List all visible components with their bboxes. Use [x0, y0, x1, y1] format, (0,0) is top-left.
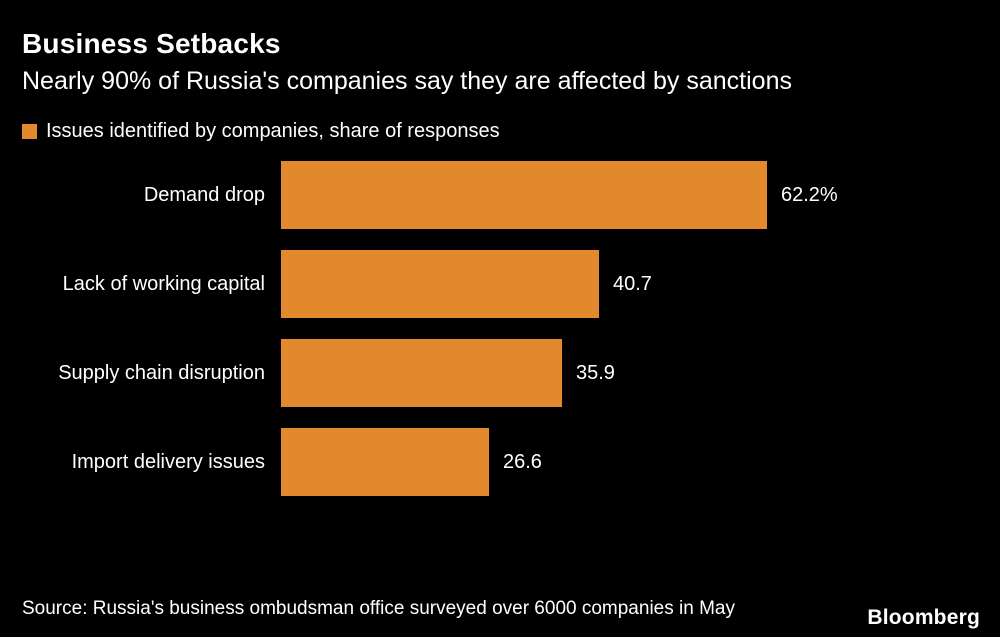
- legend-label: Issues identified by companies, share of…: [46, 120, 500, 142]
- bar-row: Lack of working capital 40.7: [22, 250, 978, 318]
- bar-track: 26.6: [281, 428, 978, 496]
- value-label: 62.2%: [781, 183, 838, 206]
- bloomberg-logo: Bloomberg: [867, 606, 980, 629]
- bar-row: Import delivery issues 26.6: [22, 428, 978, 496]
- bar-track: 35.9: [281, 339, 978, 407]
- category-label: Import delivery issues: [71, 450, 265, 473]
- value-label: 35.9: [576, 361, 615, 384]
- bar-row: Supply chain disruption 35.9: [22, 339, 978, 407]
- value-label: 26.6: [503, 450, 542, 473]
- bar-track: 62.2%: [281, 161, 978, 229]
- bar-chart: Demand drop 62.2% Lack of working capital 4…: [22, 161, 978, 496]
- source-note: Source: Russia's business ombudsman offi…: [22, 598, 735, 619]
- legend: Issues identified by companies, share of…: [22, 120, 978, 143]
- category-label: Demand drop: [143, 183, 265, 206]
- bar: [281, 339, 562, 407]
- category-label: Supply chain disruption: [58, 361, 265, 384]
- legend-swatch-icon: [22, 124, 37, 139]
- bar-track: 40.7: [281, 250, 978, 318]
- bar: [281, 250, 599, 318]
- value-label: 40.7: [613, 272, 652, 295]
- category-label: Lack of working capital: [62, 272, 265, 295]
- bar: [281, 161, 767, 229]
- chart-subtitle: Nearly 90% of Russia's companies say the…: [22, 67, 792, 95]
- chart-title: Business Setbacks: [22, 28, 281, 59]
- bar: [281, 428, 489, 496]
- bar-row: Demand drop 62.2%: [22, 161, 978, 229]
